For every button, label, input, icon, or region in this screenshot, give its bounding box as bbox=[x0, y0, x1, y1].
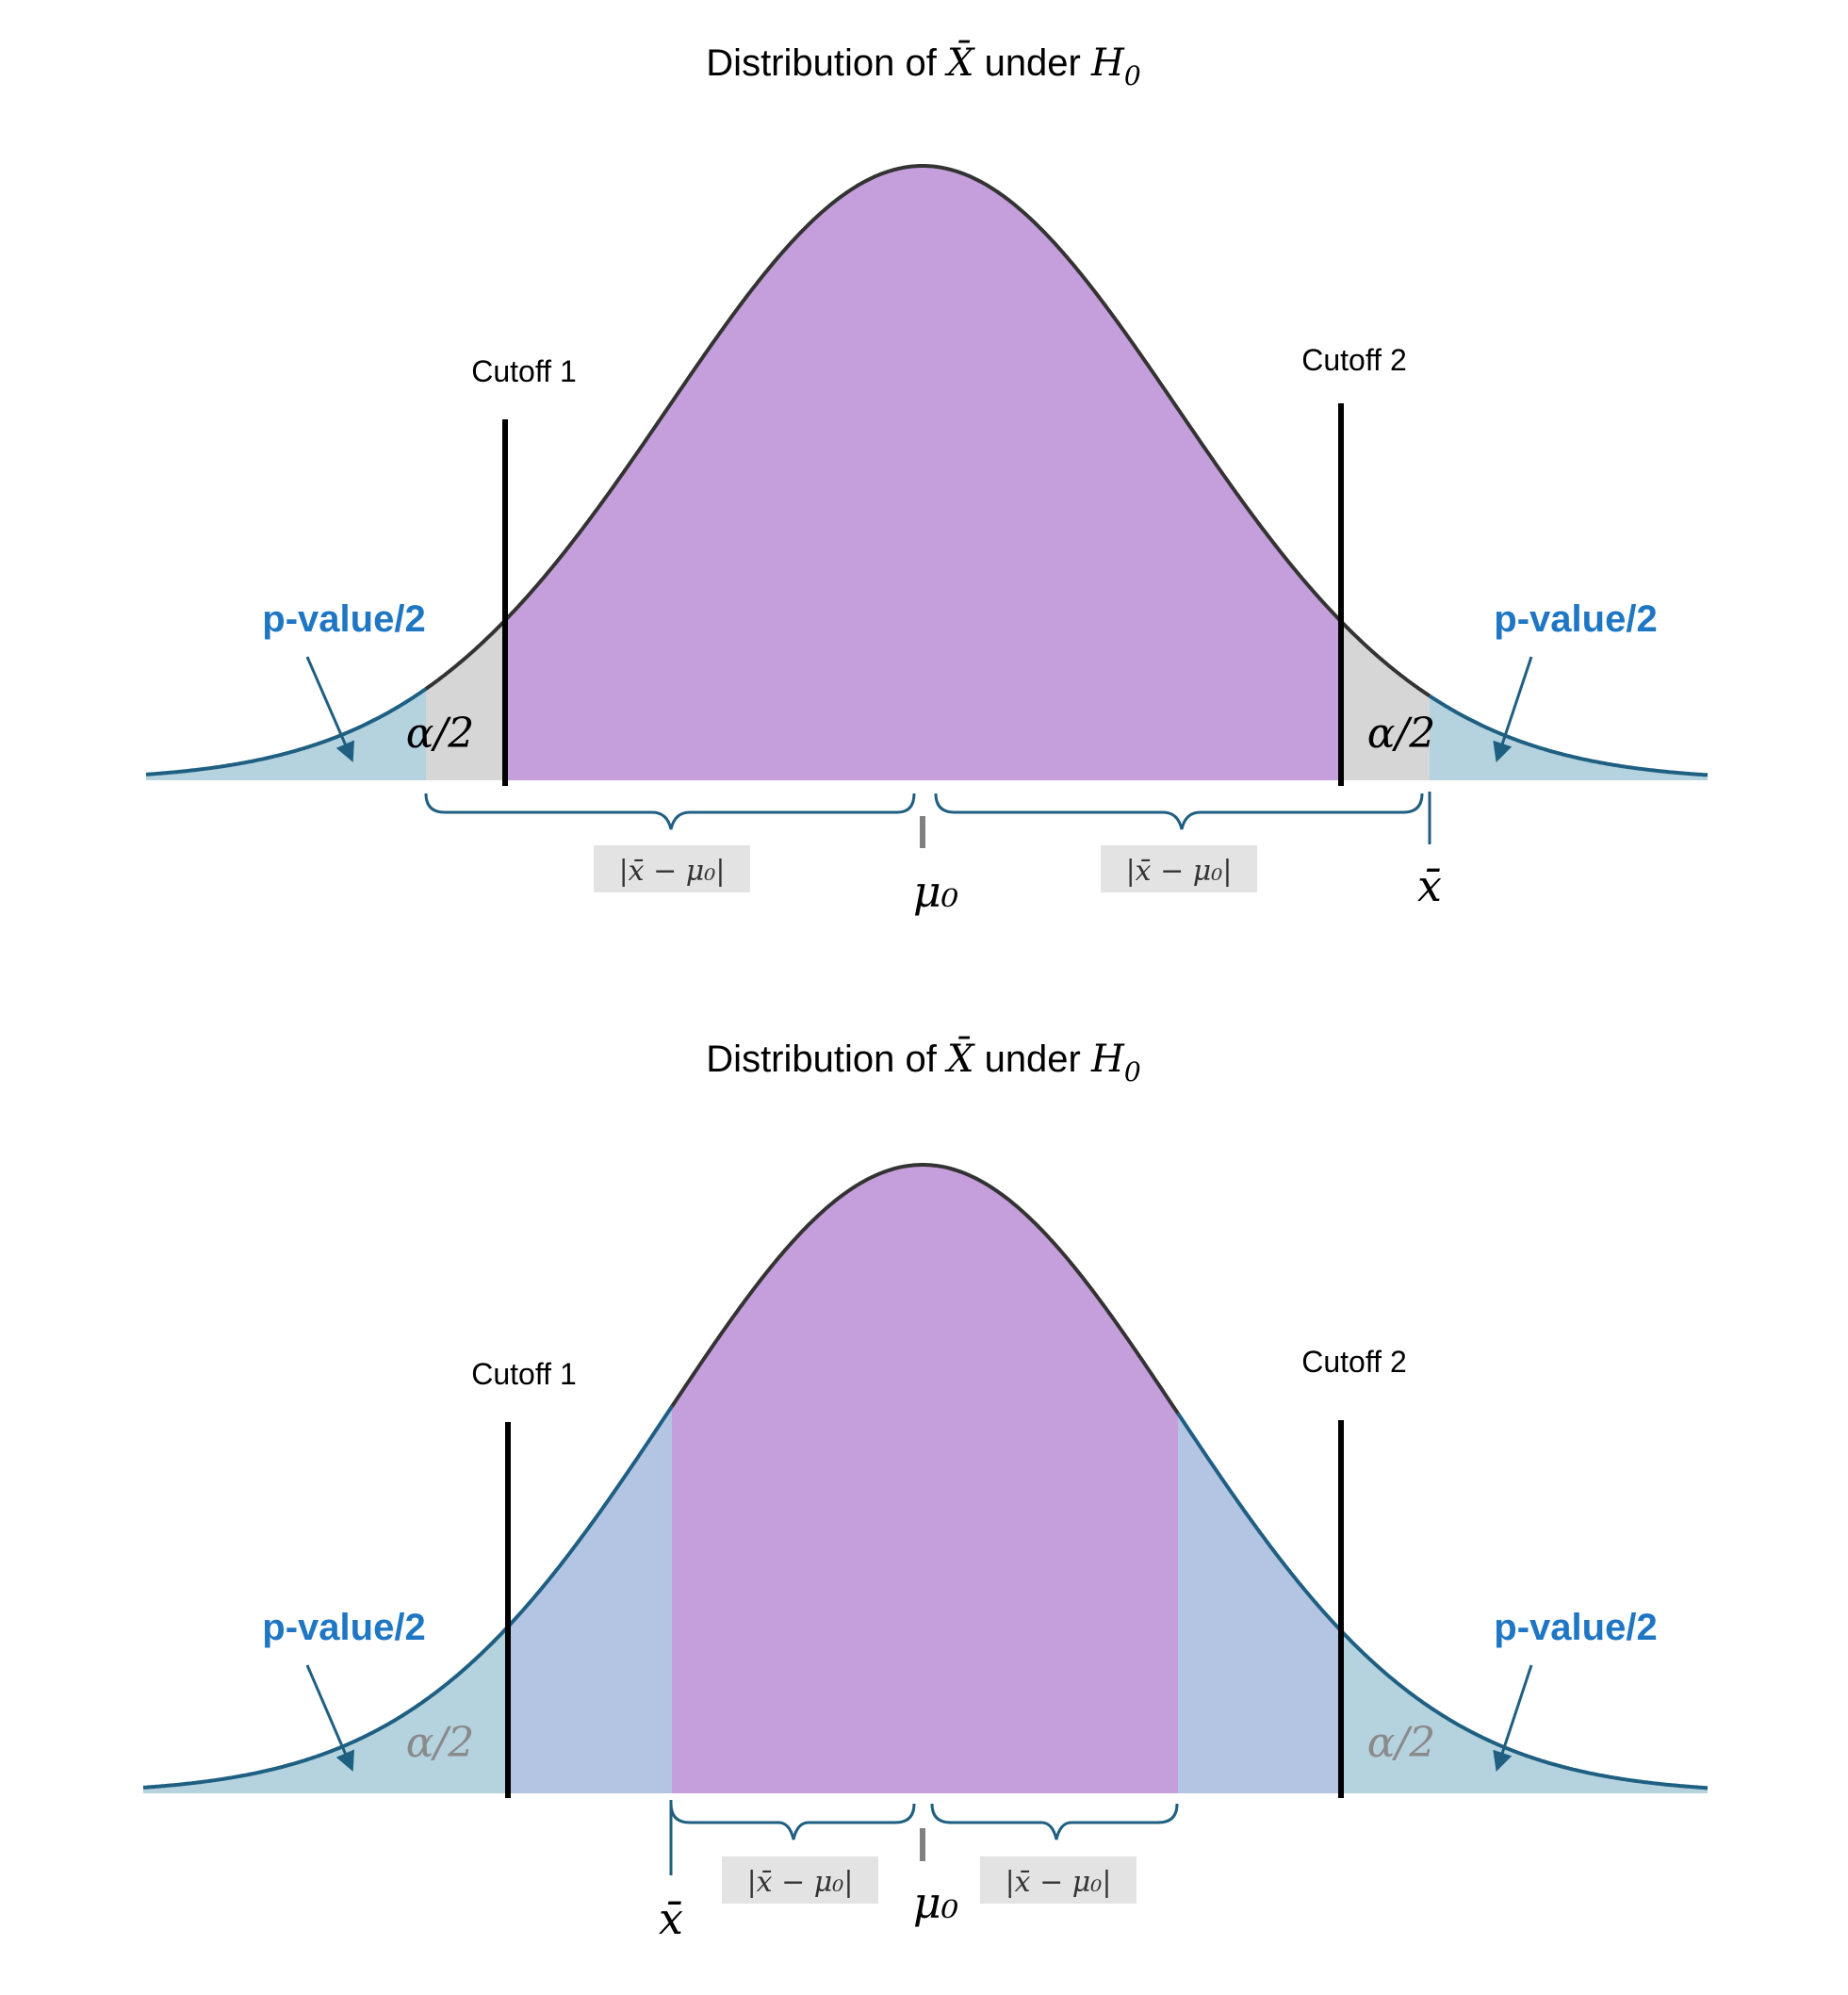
panel-1-title: Distribution of X̄ under H0 bbox=[706, 41, 1140, 91]
mu0-label: μ₀ bbox=[913, 1877, 958, 1928]
p-value-right-label: p-value/2 bbox=[1494, 1607, 1657, 1648]
xbar-label: x̄ bbox=[659, 1893, 683, 1944]
left-distance-brace bbox=[424, 793, 916, 830]
p-value-left-arrow bbox=[305, 1664, 354, 1772]
diff-left-box bbox=[594, 845, 750, 892]
right-alpha-region bbox=[1340, 620, 1430, 780]
left-tail-region bbox=[143, 1626, 509, 1793]
panel-1: Distribution of X̄ under H0 Cutoff 1 Cut… bbox=[145, 41, 1709, 917]
diff-right-label: |x̄ − μ₀| bbox=[1126, 855, 1233, 888]
alpha-right-label: α/2 bbox=[1367, 1719, 1436, 1767]
right-tail-curve bbox=[1428, 694, 1709, 777]
cutoff-1-label: Cutoff 1 bbox=[471, 354, 576, 388]
central-region bbox=[672, 1165, 1178, 1793]
right-tail-region bbox=[1430, 695, 1708, 780]
xbar-label: x̄ bbox=[1417, 860, 1442, 911]
density-curve bbox=[424, 164, 1431, 698]
right-tail-curve bbox=[1176, 1412, 1709, 1791]
acceptance-region bbox=[506, 166, 1340, 780]
p-value-right-label: p-value/2 bbox=[1494, 598, 1657, 640]
diff-left-label: |x̄ − μ₀| bbox=[747, 1866, 854, 1899]
left-tail-curve bbox=[145, 687, 428, 777]
left-pvalue-region bbox=[509, 1406, 672, 1793]
density-curve bbox=[670, 1163, 1180, 1415]
panel-2-title: Distribution of X̄ under H0 bbox=[706, 1037, 1140, 1087]
p-value-right-arrow bbox=[1493, 656, 1533, 762]
p-value-right-arrow bbox=[1493, 1664, 1533, 1772]
left-alpha-region bbox=[426, 619, 506, 780]
right-tail-region bbox=[1340, 1629, 1708, 1793]
diff-left-box bbox=[722, 1856, 878, 1904]
p-value-left-label: p-value/2 bbox=[262, 598, 425, 640]
diff-right-box bbox=[1101, 845, 1257, 892]
left-distance-brace bbox=[669, 1803, 916, 1840]
mu0-label: μ₀ bbox=[913, 866, 958, 917]
right-pvalue-region bbox=[1178, 1413, 1340, 1793]
alpha-right-label: α/2 bbox=[1367, 710, 1436, 758]
right-distance-brace bbox=[934, 793, 1424, 830]
alpha-left-label: α/2 bbox=[406, 710, 475, 758]
right-distance-brace bbox=[930, 1803, 1179, 1840]
diff-right-label: |x̄ − μ₀| bbox=[1006, 1866, 1112, 1899]
p-value-left-label: p-value/2 bbox=[262, 1607, 425, 1648]
cutoff-1-label: Cutoff 1 bbox=[471, 1357, 576, 1391]
cutoff-2-label: Cutoff 2 bbox=[1301, 1345, 1406, 1379]
cutoff-2-label: Cutoff 2 bbox=[1301, 343, 1406, 377]
diff-right-box bbox=[980, 1856, 1137, 1904]
panel-2: Distribution of X̄ under H0 Cutoff 1 Cut… bbox=[142, 1037, 1709, 1944]
p-value-left-arrow bbox=[305, 656, 354, 762]
left-tail-curve bbox=[142, 1405, 674, 1790]
alpha-left-label: α/2 bbox=[406, 1719, 475, 1767]
diff-left-label: |x̄ − μ₀| bbox=[619, 855, 726, 888]
left-tail-region bbox=[146, 689, 426, 780]
